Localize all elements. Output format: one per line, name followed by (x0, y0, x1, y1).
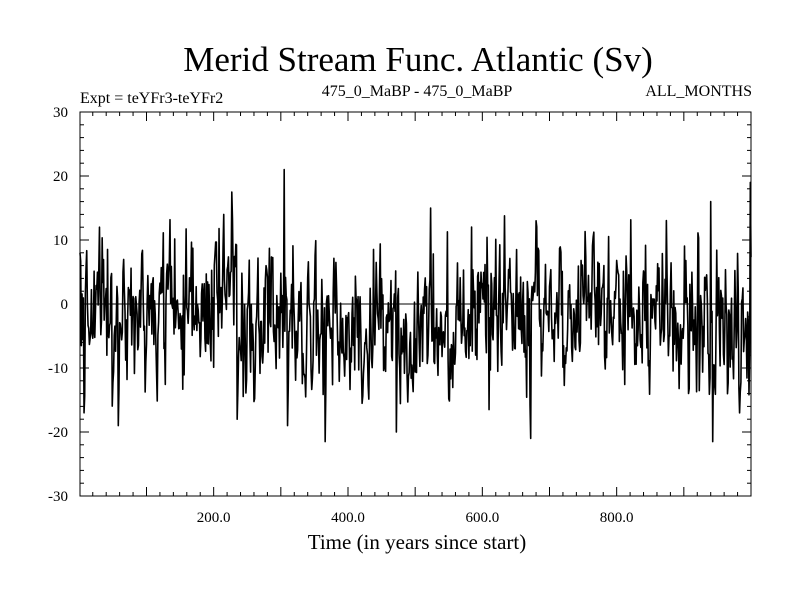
y-tick-label: 30 (53, 105, 68, 121)
series-line (79, 168, 752, 443)
x-tick-label: 800.0 (600, 510, 634, 526)
period-label: 475_0_MaBP - 475_0_MaBP (322, 83, 513, 100)
plot-area: -30 -20 -10 0 10 20 30 200.0 400.0 600.0 800.0 (48, 105, 752, 526)
y-tick-label: -10 (48, 361, 68, 377)
y-tick-label: -30 (48, 489, 68, 505)
y-tick-label: 20 (53, 169, 68, 185)
x-axis-label: Time (in years since start) (308, 530, 527, 554)
x-tick-label: 400.0 (331, 510, 365, 526)
months-label: ALL_MONTHS (645, 83, 752, 100)
y-tick-label: 0 (61, 297, 69, 313)
x-tick-label: 600.0 (465, 510, 499, 526)
y-tick-label: -20 (48, 425, 68, 441)
x-tick-label: 200.0 (197, 510, 231, 526)
chart-title: Merid Stream Func. Atlantic (Sv) (183, 40, 653, 79)
experiment-label: Expt = teYFr3-teYFr2 (80, 90, 223, 107)
y-tick-label: 10 (53, 233, 68, 249)
